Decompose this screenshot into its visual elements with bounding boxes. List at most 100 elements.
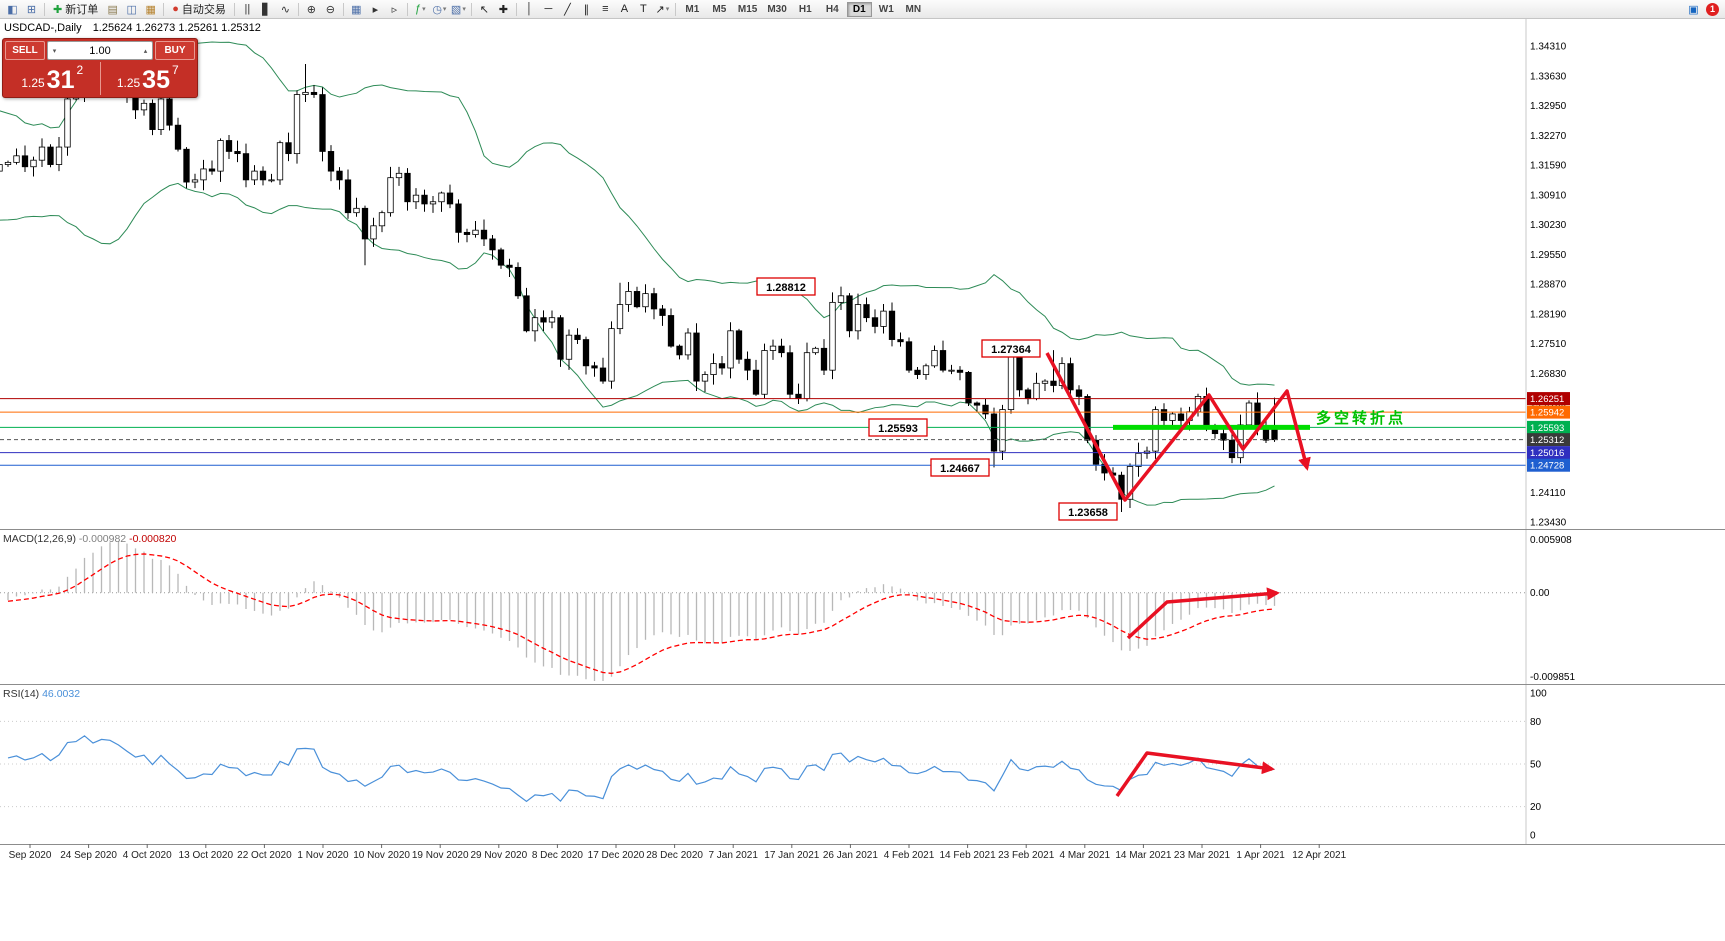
turning-zone-line [1113, 424, 1310, 430]
toolbar-separator [406, 2, 408, 16]
cursor-icon[interactable]: ↖ [479, 3, 489, 16]
auto-trading-button[interactable]: ● 自动交易 [167, 1, 231, 17]
lot-size-input[interactable] [61, 43, 139, 58]
auto-scroll-icon[interactable]: ▸ [372, 3, 379, 16]
bar-chart-type-icon[interactable]: || [244, 3, 251, 15]
svg-text:17 Dec 2020: 17 Dec 2020 [588, 850, 645, 861]
profile-icon[interactable]: ⊞ [26, 3, 37, 16]
svg-text:50: 50 [1530, 760, 1542, 771]
toolbar-separator [44, 2, 45, 16]
candlestick-type-icon[interactable]: ▋ [262, 3, 271, 16]
timeframe-m15-button[interactable]: M15 [737, 3, 758, 15]
chart-window-icon[interactable]: ◧ [7, 3, 18, 16]
channel-icon[interactable]: ∥ [583, 3, 590, 16]
lot-decrease-button[interactable]: ▾ [52, 47, 57, 55]
svg-text:1.28812: 1.28812 [766, 282, 806, 294]
zoom-in-icon[interactable]: ⊕ [306, 3, 316, 16]
new-order-icon: ✚ [53, 3, 63, 16]
line-chart-type-icon[interactable]: ∿ [280, 3, 290, 16]
timeframe-m1-button[interactable]: M1 [685, 3, 700, 15]
svg-text:23 Feb 2021: 23 Feb 2021 [998, 850, 1055, 861]
timeframe-h1-button[interactable]: H1 [798, 3, 812, 15]
timeframe-mn-button[interactable]: MN [905, 3, 922, 15]
zoom-out-icon[interactable]: ⊖ [325, 3, 335, 16]
timeframe-m5-button[interactable]: M5 [712, 3, 727, 15]
svg-text:1.29550: 1.29550 [1530, 250, 1567, 261]
turning-point-label: 多空转折点 [1316, 409, 1406, 427]
macd-panel: MACD(12,26,9) -0.000982 -0.000820 0.00590… [0, 529, 1725, 683]
svg-text:1 Apr 2021: 1 Apr 2021 [1236, 850, 1285, 861]
rsi-panel: RSI(14) 46.0032 100 80 50 20 0 [0, 684, 1725, 842]
horizontal-line-icon[interactable]: ─ [544, 3, 553, 15]
notifications-badge[interactable]: 1 [1706, 2, 1719, 16]
toolbar-separator [233, 2, 235, 16]
crosshair-icon[interactable]: ✚ [498, 3, 508, 16]
tile-windows-icon[interactable]: ▦ [351, 3, 362, 16]
chart-ohlc-info: USDCAD-,Daily 1.25624 1.26273 1.25261 1.… [4, 22, 261, 34]
toolbar-separator [163, 2, 165, 16]
price-tag [1527, 420, 1570, 434]
one-click-trading-panel: SELL ▾ ▴ BUY 1.25 31 2 1.25 35 7 [2, 38, 198, 98]
mql5-community-icon[interactable]: ▣ [1688, 3, 1699, 16]
toolbar-separator [470, 2, 472, 16]
history-center-icon[interactable]: ▦ [145, 3, 156, 16]
svg-text:14 Mar 2021: 14 Mar 2021 [1115, 850, 1172, 861]
sell-button[interactable]: SELL [5, 41, 45, 60]
timeframe-m30-button[interactable]: M30 [767, 3, 787, 15]
new-order-button[interactable]: ✚ 新订单 [48, 1, 103, 17]
timeframe-w1-button[interactable]: W1 [878, 3, 894, 15]
dropdown-arrow-icon: ▾ [422, 6, 426, 13]
price-chart-canvas[interactable]: 多空转折点 1.28812 1.27364 1.25593 1.24667 1.23658… [0, 19, 1725, 941]
svg-text:-0.009851: -0.009851 [1530, 672, 1575, 683]
svg-text:1.30230: 1.30230 [1530, 220, 1567, 231]
svg-text:1.24667: 1.24667 [940, 463, 980, 475]
buy-button[interactable]: BUY [155, 41, 195, 60]
toolbar-separator [297, 2, 299, 16]
svg-text:1.25593: 1.25593 [1530, 423, 1564, 434]
svg-text:4 Oct 2020: 4 Oct 2020 [123, 850, 172, 861]
svg-text:1.27364: 1.27364 [991, 344, 1032, 356]
price-tag [1527, 405, 1570, 419]
svg-text:1.34310: 1.34310 [1530, 42, 1567, 53]
indicators-icon[interactable]: ƒ ▾ [415, 3, 426, 15]
svg-text:1.32270: 1.32270 [1530, 131, 1567, 142]
svg-text:1.25942: 1.25942 [1530, 408, 1564, 419]
buy-price-base: 1.25 [116, 76, 141, 90]
buy-price-pip: 7 [171, 63, 179, 77]
templates-icon[interactable]: ▧ ▾ [450, 3, 466, 16]
periods-icon[interactable]: ◷ ▾ [432, 3, 447, 16]
svg-text:1.23430: 1.23430 [1530, 518, 1567, 529]
buy-price-big: 35 [142, 66, 170, 94]
arrows-icon[interactable]: ↗ ▾ [655, 3, 670, 16]
vertical-line-icon[interactable]: │ [525, 3, 533, 15]
main-toolbar: ◧ ⊞ ✚ 新订单 ▤ ◫ ▦ ● 自动交易 || ▋ ∿ ⊕ ⊖ ▦ ▸ ▹ ƒ ▾ ◷ ▾ ▧ ▾ ↖ ✚ │ ─ ╱ ∥ ≡ A T ↗ ▾… [0, 0, 1725, 19]
market-watch-icon[interactable]: ▤ [107, 3, 118, 16]
svg-text:1.33630: 1.33630 [1530, 71, 1567, 82]
price-label-box [981, 339, 1041, 358]
buy-price-display[interactable]: 1.25 35 7 [101, 62, 196, 95]
sell-price-big: 31 [46, 66, 75, 94]
chart-shift-icon[interactable]: ▹ [391, 3, 398, 16]
svg-text:1.24110: 1.24110 [1530, 488, 1566, 499]
text-icon[interactable]: A [620, 3, 629, 15]
trendline-icon[interactable]: ╱ [564, 3, 571, 16]
fibonacci-icon[interactable]: ≡ [602, 3, 609, 15]
timeframe-d1-button[interactable]: D1 [846, 1, 872, 17]
lot-increase-button[interactable]: ▴ [143, 47, 148, 55]
dropdown-arrow-icon: ▾ [665, 6, 670, 13]
timeframe-h4-button[interactable]: H4 [825, 3, 839, 15]
data-window-icon[interactable]: ◫ [126, 3, 137, 16]
label-icon[interactable]: T [640, 3, 647, 15]
price-tag [1527, 446, 1570, 460]
svg-text:0: 0 [1530, 831, 1536, 842]
rsi-label: RSI(14) 46.0032 [3, 688, 80, 700]
sell-price-display[interactable]: 1.25 31 2 [5, 62, 101, 95]
price-label-box [756, 277, 816, 296]
analyst-annotations: 多空转折点 1.28812 1.27364 1.25593 1.24667 1.23658 [756, 277, 1406, 521]
svg-text:1.25593: 1.25593 [878, 423, 918, 435]
svg-text:26 Jan 2021: 26 Jan 2021 [823, 850, 878, 861]
svg-text:1.26830: 1.26830 [1530, 369, 1567, 380]
svg-text:20: 20 [1530, 802, 1542, 813]
chart-symbol-label: USDCAD-,Daily [4, 22, 82, 34]
